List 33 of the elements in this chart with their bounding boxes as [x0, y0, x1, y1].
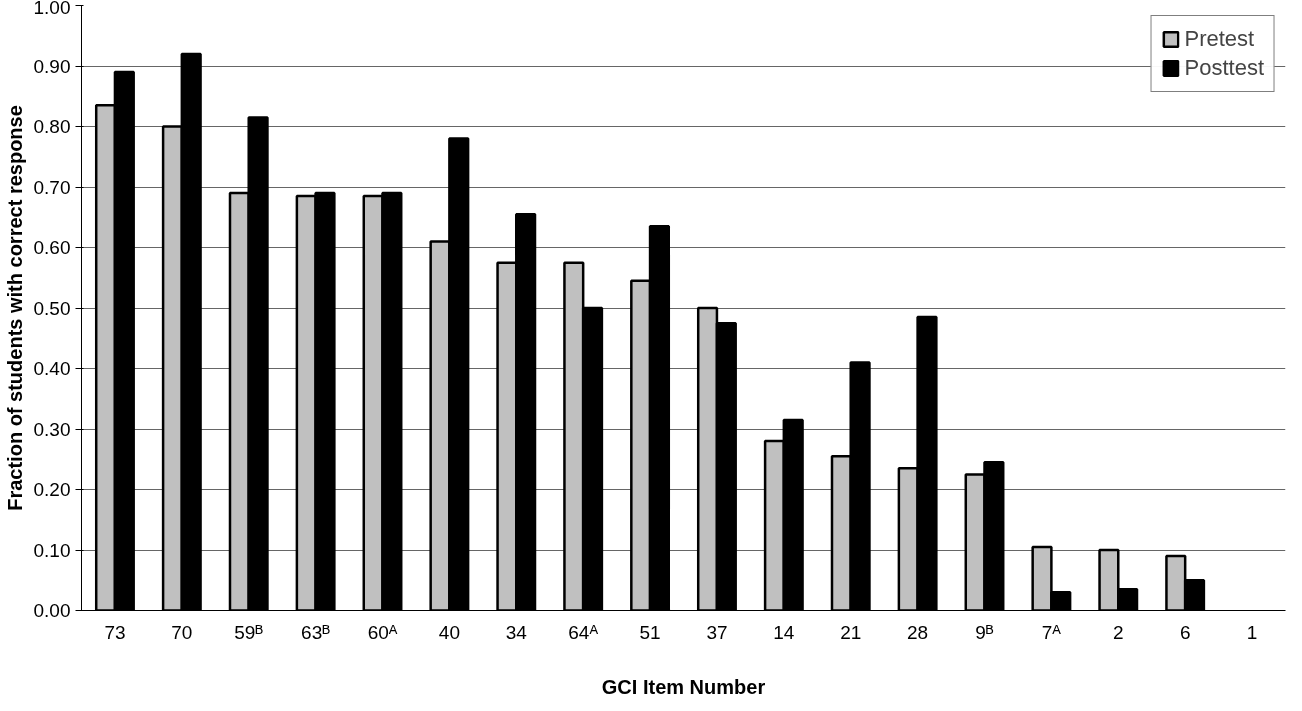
x-tick-label: 28 [907, 621, 929, 643]
y-tick-label: 0.30 [33, 418, 71, 440]
y-tick-label: 0.90 [33, 55, 71, 77]
y-tick-label: 0.40 [33, 358, 71, 379]
x-tick-label: 9ᴮ [975, 621, 994, 643]
y-tick-label: 0.60 [33, 237, 71, 258]
x-tick-label: 1 [1246, 621, 1258, 643]
y-axis-title: Fraction of students with correct response [3, 105, 26, 511]
legend-label: Posttest [1184, 55, 1264, 81]
y-tick-label: 0.00 [33, 600, 71, 621]
x-axis-title: GCI Item Number [601, 675, 766, 698]
y-tick-label: 1.00 [33, 0, 71, 18]
y-tick-label: 0.80 [33, 116, 71, 137]
x-tick-label: 34 [505, 621, 528, 643]
x-tick-label: 14 [773, 621, 795, 643]
x-tick-label: 21 [840, 621, 862, 643]
x-tick-label: 51 [639, 621, 661, 643]
x-tick-label: 2 [1112, 621, 1124, 643]
x-tick-label: 60ᴬ [367, 621, 398, 643]
y-tick-label: 0.10 [33, 539, 71, 561]
y-tick-label: 0.50 [33, 297, 71, 319]
x-tick-label: 59ᴮ [234, 621, 264, 643]
x-tick-label: 40 [438, 621, 460, 643]
x-tick-label: 64ᴬ [568, 621, 599, 643]
x-tick-label: 37 [706, 621, 728, 643]
legend-label: Pretest [1184, 26, 1255, 52]
x-tick-label: 70 [171, 621, 193, 643]
x-tick-label: 63ᴮ [301, 621, 331, 643]
x-tick-label: 7ᴬ [1041, 621, 1062, 643]
x-tick-label: 6 [1179, 621, 1191, 643]
y-tick-label: 0.20 [33, 479, 71, 500]
y-tick-label: 0.70 [33, 176, 71, 198]
x-tick-label: 73 [104, 621, 126, 643]
